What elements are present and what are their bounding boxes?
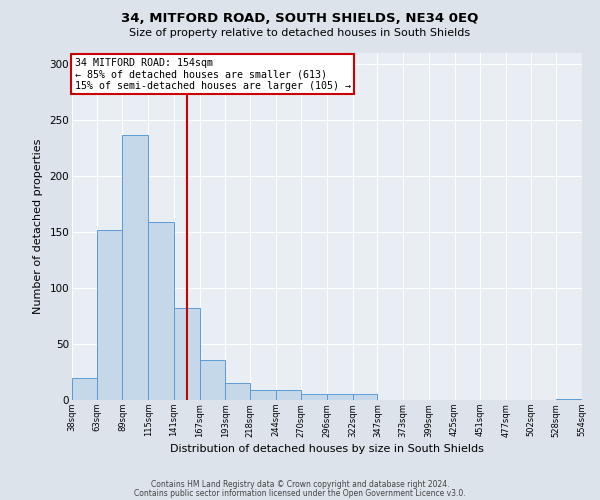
Text: 34 MITFORD ROAD: 154sqm
← 85% of detached houses are smaller (613)
15% of semi-d: 34 MITFORD ROAD: 154sqm ← 85% of detache… [74, 58, 350, 91]
Bar [556, 399, 582, 400]
Bar [353, 394, 377, 400]
Bar [327, 394, 353, 400]
Bar [275, 390, 301, 400]
Bar [301, 394, 327, 400]
Bar [148, 222, 174, 400]
Bar [199, 360, 225, 400]
Bar [174, 308, 199, 400]
Bar [225, 383, 250, 400]
X-axis label: Distribution of detached houses by size in South Shields: Distribution of detached houses by size … [170, 444, 484, 454]
Text: 34, MITFORD ROAD, SOUTH SHIELDS, NE34 0EQ: 34, MITFORD ROAD, SOUTH SHIELDS, NE34 0E… [121, 12, 479, 26]
Y-axis label: Number of detached properties: Number of detached properties [32, 138, 43, 314]
Text: Size of property relative to detached houses in South Shields: Size of property relative to detached ho… [130, 28, 470, 38]
Bar [122, 136, 148, 400]
Bar [250, 390, 275, 400]
Bar [97, 230, 122, 400]
Text: Contains public sector information licensed under the Open Government Licence v3: Contains public sector information licen… [134, 488, 466, 498]
Bar [72, 378, 97, 400]
Text: Contains HM Land Registry data © Crown copyright and database right 2024.: Contains HM Land Registry data © Crown c… [151, 480, 449, 489]
